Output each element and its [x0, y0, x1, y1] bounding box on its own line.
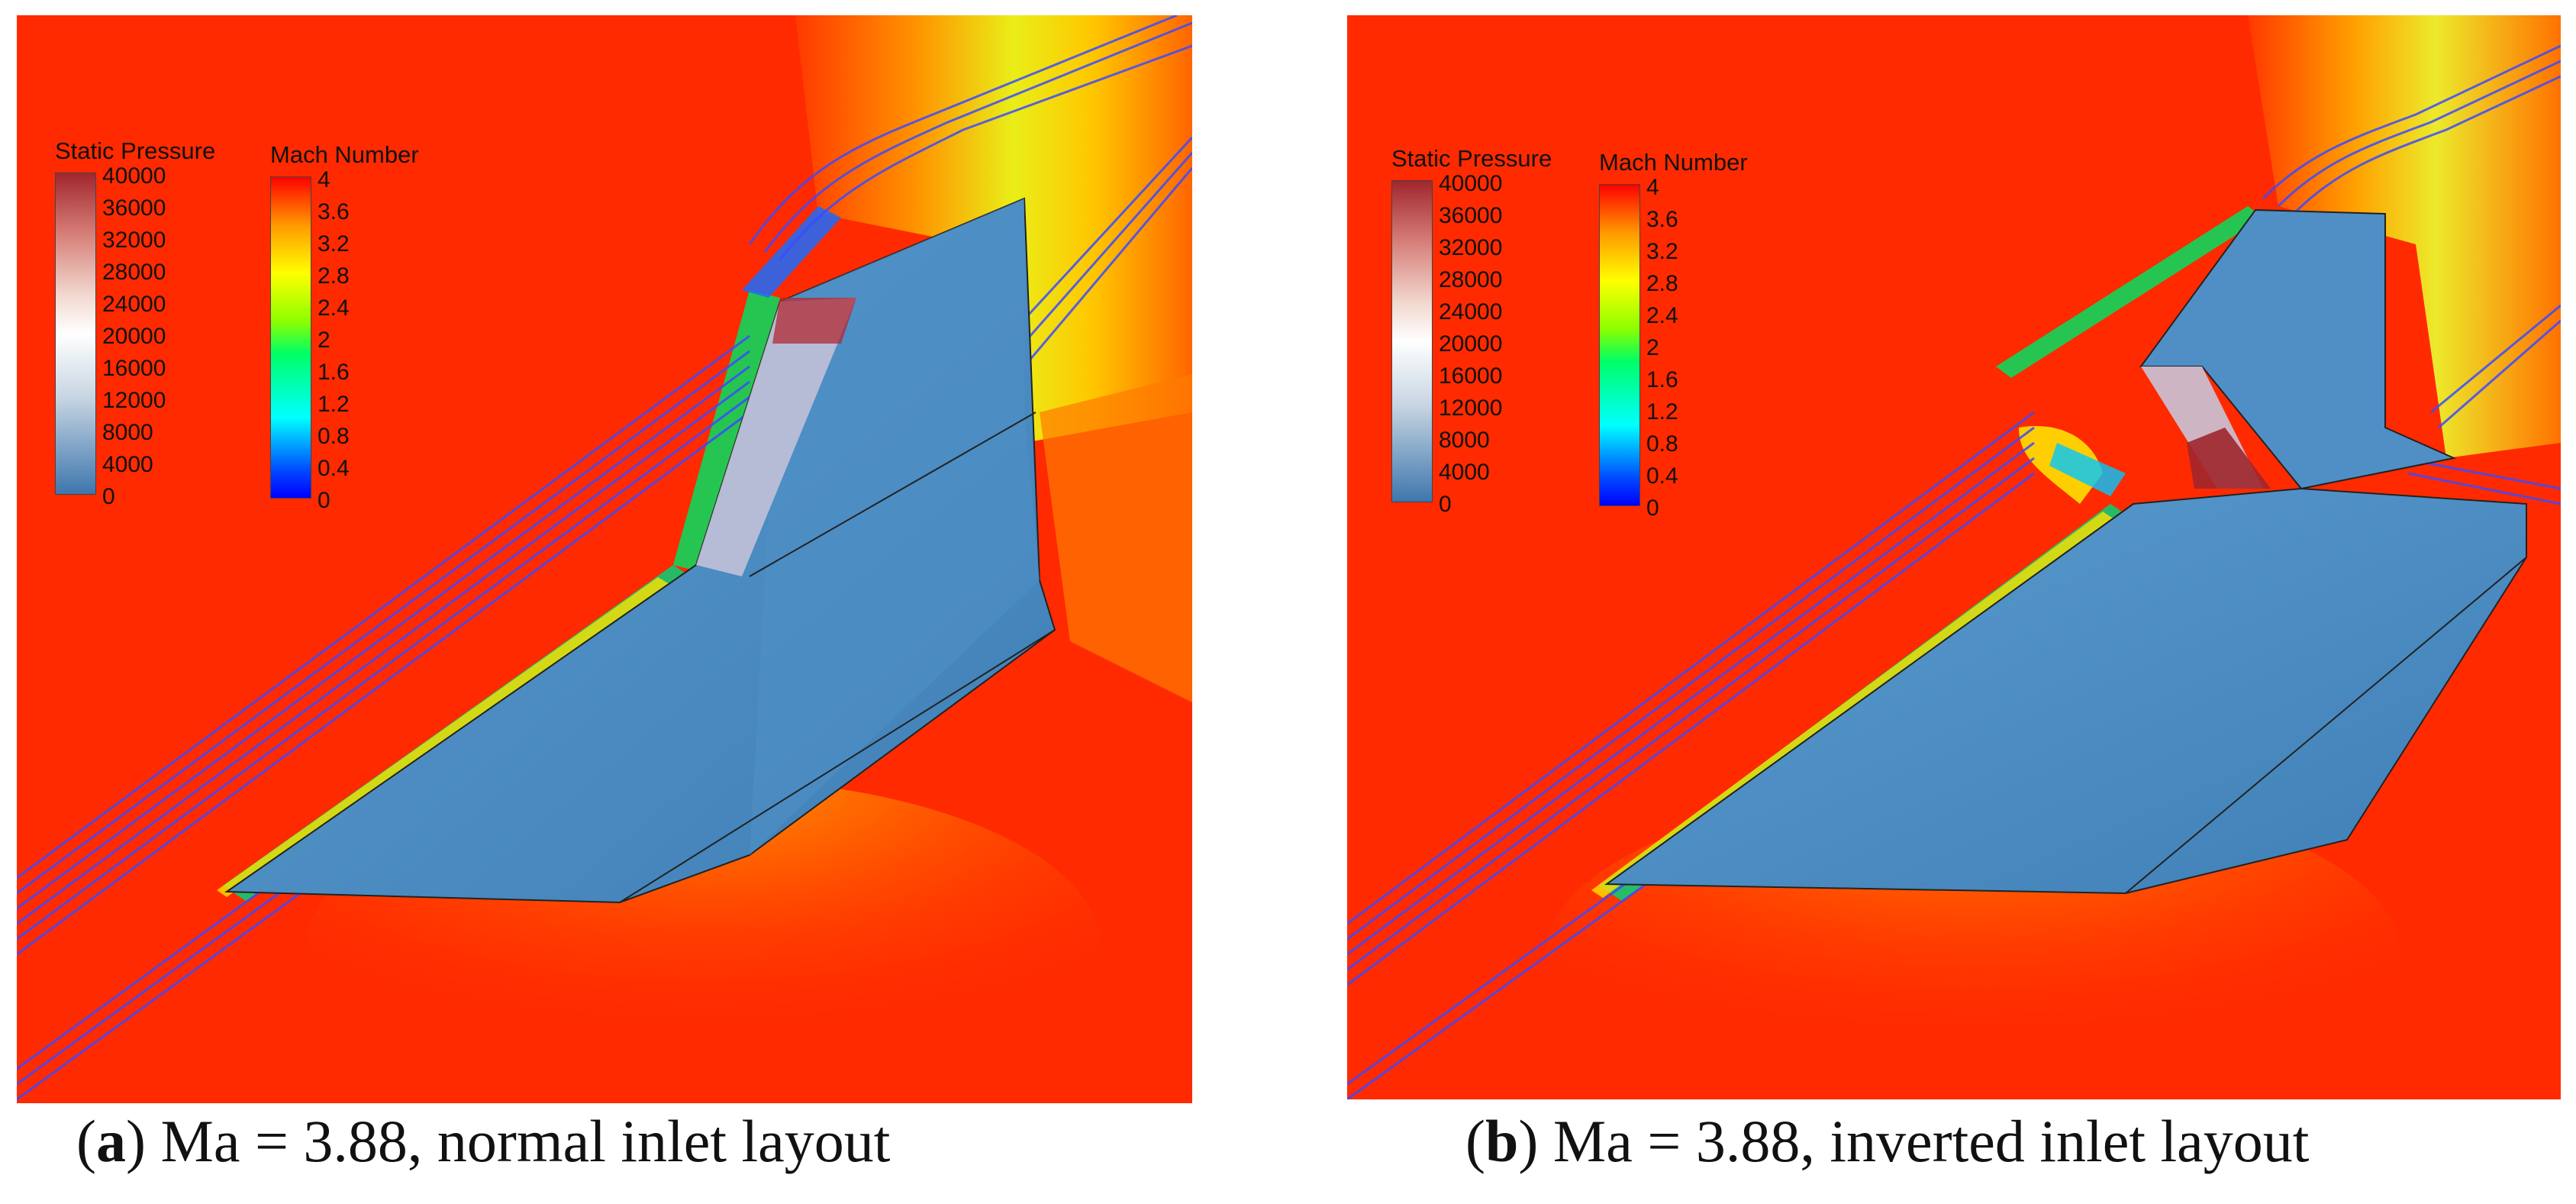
vehicle-body-lower [1604, 487, 2527, 895]
caption-a: (a) Ma = 3.88, normal inlet layout [76, 1108, 891, 1174]
static-pressure-legend: Static Pressure 40000 36000 32000 28000 … [55, 137, 216, 508]
mach-number-legend: Mach Number 4 3.6 3.2 2.8 2.4 2 1.6 1.2 … [270, 141, 419, 512]
tick-label: 3.6 [318, 199, 350, 224]
tick-label: 0 [1439, 492, 1452, 517]
tick-label: 1.2 [1646, 399, 1678, 424]
tick-label: 2.8 [318, 263, 350, 289]
tick-label: 24000 [1439, 299, 1503, 324]
tick-label: 0 [1646, 495, 1659, 521]
mach-number-legend-title: Mach Number [270, 141, 419, 168]
tick-label: 8000 [102, 420, 153, 445]
tick-label: 3.2 [318, 231, 350, 257]
tick-label: 20000 [102, 324, 166, 349]
static-pressure-legend-title: Static Pressure [1391, 145, 1552, 172]
mach-number-ticks: 4 3.6 3.2 2.8 2.4 2 1.6 1.2 0.8 0.4 0 [318, 167, 386, 512]
tick-label: 32000 [1439, 235, 1503, 260]
caption-text: Ma = 3.88, inverted inlet layout [1552, 1108, 2310, 1174]
tick-label: 0 [102, 484, 115, 509]
static-pressure-colorbar [1391, 180, 1433, 502]
flow-field-image-a [17, 15, 1192, 1103]
tick-label: 24000 [102, 292, 166, 317]
tick-label: 3.2 [1646, 239, 1678, 264]
streamlines [17, 15, 1192, 1101]
mach-number-legend-title: Mach Number [1599, 149, 1748, 176]
tick-label: 4 [318, 167, 330, 192]
tick-label: 8000 [1439, 428, 1490, 453]
tick-label: 36000 [102, 195, 166, 221]
flow-field-panel-b: Static Pressure 40000 36000 32000 28000 … [1347, 15, 2561, 1099]
caption-letter: a [95, 1108, 126, 1174]
upper-wake-region [2248, 15, 2561, 458]
tick-label: 3.6 [1646, 207, 1678, 232]
tick-label: 2.4 [318, 295, 350, 321]
tick-label: 2 [318, 328, 330, 353]
tick-label: 2.4 [1646, 303, 1678, 328]
tick-label: 0.8 [318, 424, 350, 449]
inlet-ramp [696, 298, 856, 576]
ramp-shock [673, 290, 780, 573]
tick-label: 0.8 [1646, 431, 1678, 457]
tick-label: 1.6 [1646, 367, 1678, 392]
tick-label: 1.6 [318, 360, 350, 385]
tick-label: 16000 [1439, 363, 1503, 389]
caption-letter: b [1485, 1108, 1519, 1174]
tick-label: 12000 [102, 388, 166, 413]
flow-field-panel-a: Static Pressure 40000 36000 32000 28000 … [17, 15, 1192, 1103]
tick-label: 0.4 [1646, 463, 1678, 489]
tick-label: 2 [1646, 335, 1659, 360]
tick-label: 36000 [1439, 203, 1503, 228]
mach-number-ticks: 4 3.6 3.2 2.8 2.4 2 1.6 1.2 0.8 0.4 0 [1646, 175, 1715, 520]
caption-text: Ma = 3.88, normal inlet layout [160, 1108, 891, 1174]
tick-label: 40000 [102, 163, 166, 189]
tick-label: 28000 [102, 260, 166, 285]
tick-label: 40000 [1439, 171, 1503, 196]
tick-label: 28000 [1439, 267, 1503, 292]
tick-label: 32000 [102, 228, 166, 253]
tick-label: 0 [318, 488, 330, 513]
static-pressure-legend-title: Static Pressure [55, 137, 216, 164]
tick-label: 12000 [1439, 395, 1503, 421]
static-pressure-colorbar [55, 173, 96, 495]
tick-label: 4 [1646, 175, 1659, 200]
tick-label: 16000 [102, 356, 166, 381]
mach-number-colorbar [270, 176, 311, 499]
mach-number-legend: Mach Number 4 3.6 3.2 2.8 2.4 2 1.6 1.2 … [1599, 149, 1748, 520]
tick-label: 0.4 [318, 456, 350, 481]
tick-label: 4000 [102, 452, 153, 477]
static-pressure-ticks: 40000 36000 32000 28000 24000 20000 1600… [102, 163, 194, 508]
tick-label: 4000 [1439, 460, 1490, 485]
static-pressure-legend: Static Pressure 40000 36000 32000 28000 … [1391, 145, 1552, 516]
side-wake-region [1040, 374, 1192, 702]
tick-label: 1.2 [318, 392, 350, 417]
mach-number-colorbar [1599, 184, 1640, 506]
tick-label: 20000 [1439, 331, 1503, 357]
flow-field-image-b [1347, 15, 2561, 1099]
tick-label: 2.8 [1646, 271, 1678, 296]
caption-b: (b) Ma = 3.88, inverted inlet layout [1465, 1108, 2310, 1174]
static-pressure-ticks: 40000 36000 32000 28000 24000 20000 1600… [1439, 171, 1530, 516]
